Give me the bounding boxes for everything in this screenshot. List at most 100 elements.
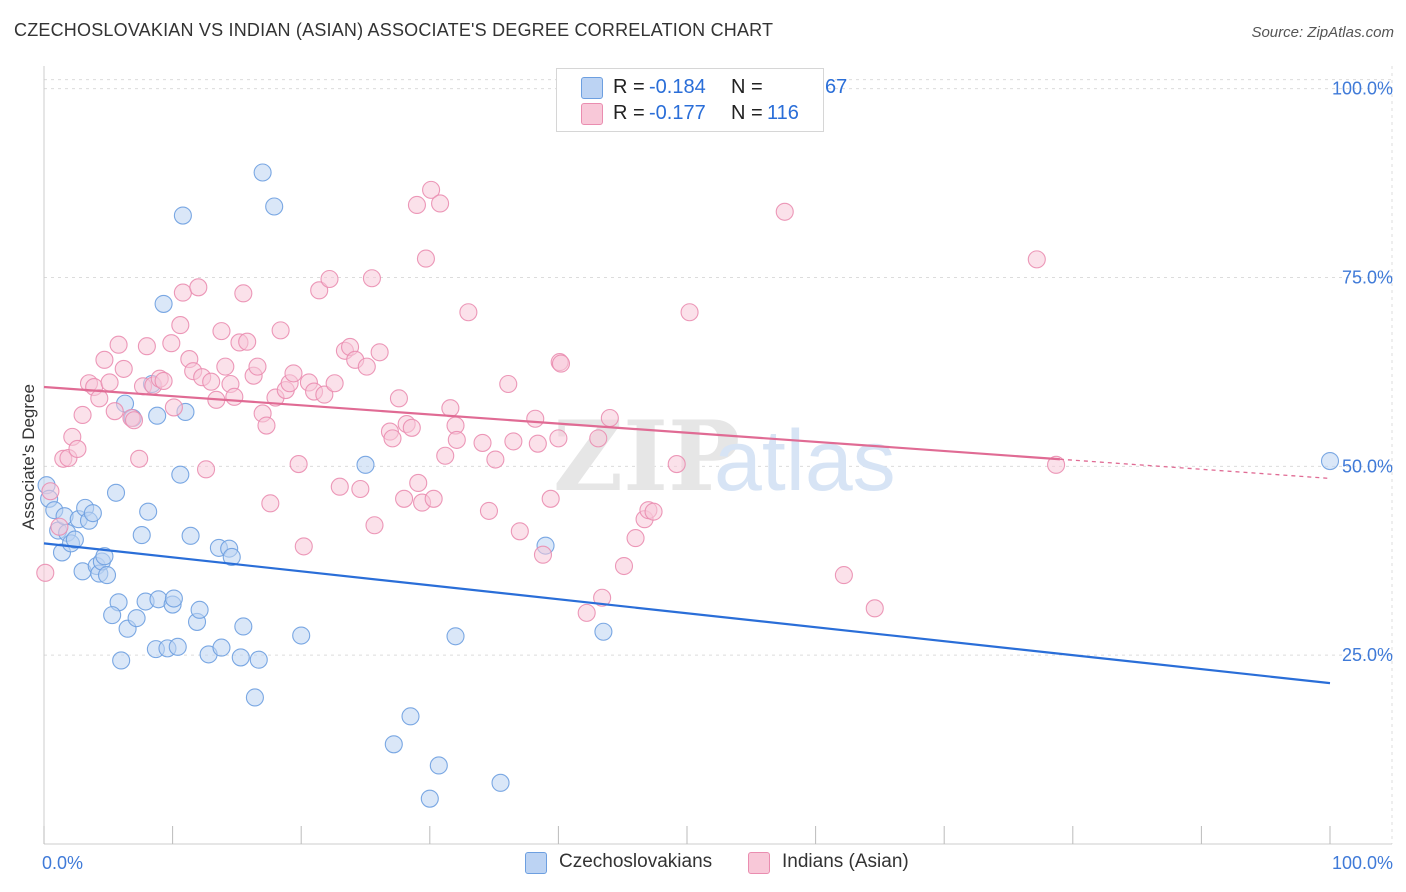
indian-point	[775, 202, 794, 221]
axes	[43, 66, 1392, 845]
indian-point	[162, 334, 181, 353]
indian-point	[486, 450, 505, 469]
indian-point	[271, 321, 290, 340]
indians-swatch	[581, 103, 603, 125]
indian-point	[41, 482, 60, 501]
czechoslovakian-point	[190, 600, 209, 619]
czechoslovakians-swatch	[581, 77, 603, 99]
r-label: R =	[613, 76, 645, 98]
indian-point	[479, 501, 499, 520]
czechoslovakian-point	[212, 638, 231, 657]
indian-point	[551, 354, 571, 373]
czechoslovakian-point	[154, 294, 173, 313]
y-tick-label: 50.0%	[1342, 456, 1393, 476]
czechoslovakian-point	[95, 547, 114, 566]
czechoslovakian-point	[127, 609, 146, 628]
indians-swatch	[748, 852, 770, 874]
indian-point	[216, 357, 235, 376]
czechoslovakian-point	[112, 651, 131, 670]
indian-point	[499, 374, 518, 394]
indian-point	[1027, 250, 1046, 269]
indian-point	[370, 343, 389, 362]
indian-point	[865, 599, 884, 618]
legend-label: Indians (Asian)	[782, 851, 909, 872]
indian-point	[68, 439, 87, 459]
indian-point	[409, 473, 428, 492]
indian-point	[238, 332, 257, 351]
n-value: 116	[767, 102, 799, 124]
r-value: -0.184	[649, 76, 706, 98]
indian-point	[1047, 455, 1066, 474]
indian-point	[510, 522, 529, 541]
indian-point	[422, 180, 441, 199]
indian-point	[680, 303, 699, 322]
czechoslovakian-point	[356, 455, 375, 474]
chart-title: CZECHOSLOVAKIAN VS INDIAN (ASIAN) ASSOCI…	[14, 20, 774, 40]
czechoslovakian-point	[292, 626, 311, 645]
indian-point	[284, 364, 303, 383]
indian-point	[114, 359, 133, 378]
indian-point	[667, 455, 686, 474]
indian-point	[431, 194, 450, 213]
indian-point	[416, 249, 435, 268]
source-note: Source: ZipAtlas.com	[1251, 24, 1394, 41]
indian-point	[50, 517, 69, 536]
czechoslovakian-point	[265, 197, 284, 216]
indian-point	[234, 284, 253, 303]
indian-point	[320, 269, 339, 289]
czechoslovakian-point	[132, 526, 151, 545]
indian-point	[614, 556, 634, 576]
czechoslovakian-point	[249, 650, 268, 669]
indian-point	[383, 429, 402, 448]
czechoslovakian-point	[245, 688, 264, 707]
indian-point	[225, 387, 244, 406]
czechoslovakian-point	[491, 773, 510, 792]
indian-point	[189, 278, 208, 297]
indian-point	[95, 350, 114, 369]
czechoslovakian-point	[1320, 451, 1340, 471]
indian-point	[407, 195, 426, 215]
indian-point	[389, 389, 408, 408]
czechoslovakian-point	[106, 483, 126, 502]
indian-point	[473, 433, 492, 452]
indian-point	[212, 322, 231, 341]
indian-point	[644, 502, 663, 521]
watermark-atlas: atlas	[714, 413, 896, 509]
indian-point	[248, 357, 267, 376]
indian-point	[171, 316, 190, 335]
indian-point	[294, 537, 313, 556]
indian-point	[436, 446, 455, 465]
indian-point	[447, 430, 466, 449]
indian-point	[362, 269, 381, 288]
indian-point	[257, 416, 276, 435]
czechoslovakians-swatch	[525, 852, 547, 874]
indian-point	[109, 335, 128, 354]
trend-lines	[43, 385, 1331, 685]
indian-point	[459, 303, 478, 322]
stats-legend: R = -0.184 N = 67 R = -0.177 N = 116	[556, 68, 847, 132]
czechoslovakian-trend-line	[43, 542, 1331, 685]
czechoslovakian-point	[446, 627, 465, 646]
x-tick-label: 100.0%	[1332, 853, 1393, 873]
czechoslovakian-point	[384, 735, 403, 754]
czechoslovakian-point	[401, 707, 420, 726]
indian-point	[589, 429, 608, 448]
indian-point	[593, 588, 612, 607]
y-tick-label: 75.0%	[1342, 267, 1393, 287]
czechoslovakian-point	[168, 637, 187, 656]
czechoslovakian-point	[148, 406, 167, 425]
indian-point	[528, 434, 547, 453]
n-label: N =	[731, 76, 763, 98]
indian-point	[100, 373, 119, 392]
indian-point	[402, 418, 421, 437]
indian-point	[549, 429, 568, 448]
indian-point	[137, 337, 156, 356]
czechoslovakian-point	[164, 589, 183, 608]
indian-point	[424, 489, 443, 508]
czechoslovakian-point	[420, 789, 439, 808]
n-value: 67	[825, 76, 848, 98]
indian-point	[541, 489, 560, 508]
indian-trend-extension	[1059, 458, 1331, 480]
